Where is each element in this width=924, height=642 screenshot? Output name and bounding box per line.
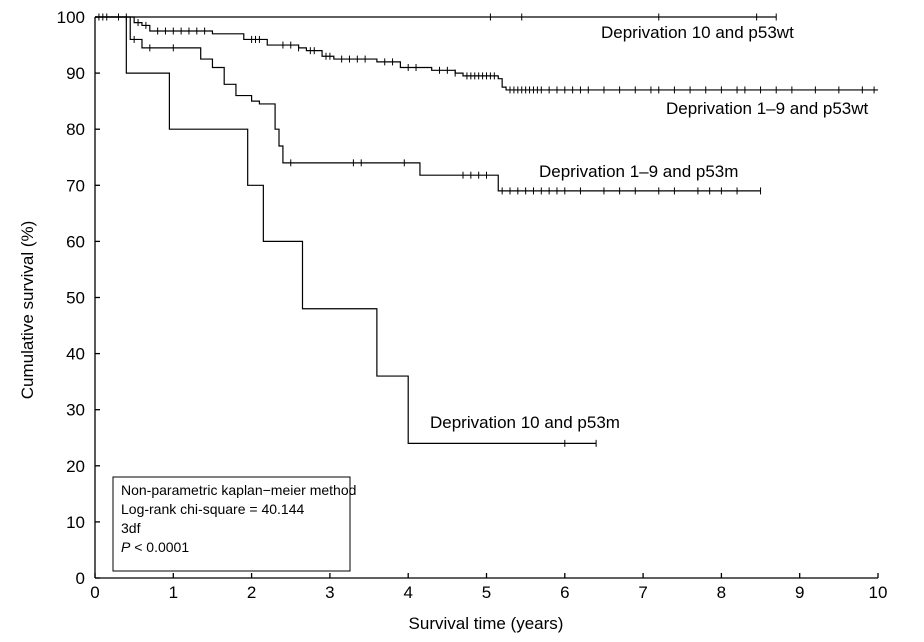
x-tick-label: 1 [169, 583, 178, 602]
y-axis-label: Cumulative survival (%) [18, 221, 37, 400]
y-tick-label: 60 [66, 232, 85, 251]
x-tick-label: 5 [482, 583, 491, 602]
x-tick-label: 0 [90, 583, 99, 602]
x-ticks: 0 1 2 3 4 5 6 7 8 9 10 [90, 573, 887, 602]
series-label-deprivation-1-9-p53m: Deprivation 1–9 and p53m [539, 162, 738, 181]
x-axis-label: Survival time (years) [409, 614, 564, 633]
y-tick-label: 80 [66, 120, 85, 139]
y-ticks: 0 10 20 30 40 50 60 70 80 90 100 [57, 8, 100, 588]
y-tick-label: 70 [66, 176, 85, 195]
x-tick-label: 6 [560, 583, 569, 602]
series-label-deprivation-1-9-p53wt: Deprivation 1–9 and p53wt [666, 99, 869, 118]
stats-df: 3df [121, 520, 141, 536]
km-curve-series-1 [95, 16, 878, 91]
stats-log-rank: Log-rank chi-square = 40.144 [121, 501, 304, 517]
y-tick-label: 100 [57, 8, 85, 27]
series-label-deprivation-10-p53wt: Deprivation 10 and p53wt [601, 23, 794, 42]
series-label-deprivation-10-p53m: Deprivation 10 and p53m [430, 413, 620, 432]
series-layer [95, 13, 878, 447]
p-symbol: P [121, 539, 131, 555]
y-tick-label: 90 [66, 64, 85, 83]
y-tick-label: 0 [76, 569, 85, 588]
km-curve-series-3 [95, 16, 597, 444]
plot-area: 0 1 2 3 4 5 6 7 8 9 10 0 10 20 30 40 50 60 70 80 90 100 [57, 8, 888, 602]
y-tick-label: 30 [66, 401, 85, 420]
y-tick-label: 20 [66, 457, 85, 476]
x-tick-label: 8 [717, 583, 726, 602]
x-tick-label: 2 [247, 583, 256, 602]
stats-box: Non-parametric kaplan−meier method Log-r… [112, 476, 356, 572]
x-tick-label: 3 [325, 583, 334, 602]
y-tick-label: 10 [66, 513, 85, 532]
stats-p-value: P < 0.0001 [121, 539, 189, 555]
stats-method: Non-parametric kaplan−meier method [121, 482, 356, 498]
x-tick-label: 4 [403, 583, 412, 602]
y-tick-label: 50 [66, 289, 85, 308]
stats-box-border [112, 476, 351, 572]
x-tick-label: 9 [795, 583, 804, 602]
x-tick-label: 7 [638, 583, 647, 602]
km-curve-series-2 [95, 16, 761, 192]
y-tick-label: 40 [66, 345, 85, 364]
x-tick-label: 10 [869, 583, 888, 602]
p-value: < 0.0001 [130, 539, 189, 555]
